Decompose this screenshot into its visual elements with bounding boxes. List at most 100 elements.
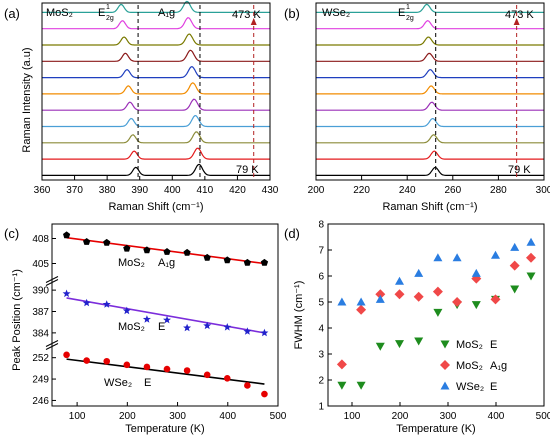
panel-a-label: (a) xyxy=(4,6,20,21)
legend-label: WSe₂ xyxy=(456,381,484,393)
panel-c-frame xyxy=(51,223,279,407)
data-point xyxy=(223,323,232,331)
data-point xyxy=(452,253,462,262)
panel-b: (b) WSe₂ E 1 2g 473 K 79 K 200 220 240 260 2… xyxy=(284,2,550,213)
panel-c-label: (c) xyxy=(4,226,19,241)
data-point xyxy=(183,248,191,256)
axis-break xyxy=(45,340,59,347)
y-tick-label: 246 xyxy=(32,396,49,407)
data-point xyxy=(102,300,111,308)
spectrum-473K xyxy=(42,0,270,13)
legend-label: MoS₂ xyxy=(456,339,483,351)
panel-a-e2g-sup: 1 xyxy=(106,4,110,11)
y-tick-label: 384 xyxy=(32,328,49,339)
y-tick-label: 387 xyxy=(32,307,49,318)
panel-b-spectra xyxy=(316,3,544,180)
data-point xyxy=(337,297,347,306)
data-point xyxy=(243,327,252,335)
data-point xyxy=(63,351,70,359)
data-point xyxy=(82,298,91,307)
panel-b-e2g-sup: 1 xyxy=(406,4,410,11)
series-sub: E xyxy=(158,321,165,333)
data-point xyxy=(337,381,347,390)
series-label: WSe₂ xyxy=(104,377,132,389)
panel-b-x-axis: 200 220 240 260 280 300 xyxy=(308,176,550,196)
panel-b-e2g-sub: 2g xyxy=(406,15,414,22)
data-point xyxy=(244,382,251,389)
spectrum-399K xyxy=(316,36,544,46)
data-point xyxy=(243,258,251,266)
data-point xyxy=(63,231,71,239)
x-tick-label: 400 xyxy=(488,411,505,422)
data-point xyxy=(394,289,405,300)
x-tick-label: 430 xyxy=(262,185,279,196)
x-tick-label: 420 xyxy=(229,185,246,196)
axis-break xyxy=(45,343,59,350)
data-point xyxy=(433,253,443,262)
data-point xyxy=(433,308,443,317)
data-point xyxy=(261,390,268,398)
x-tick-label: 410 xyxy=(197,185,214,196)
panel-c-ylabel: Peak Position (cm⁻¹) xyxy=(11,269,23,371)
data-point xyxy=(414,268,424,277)
spectrum-79K xyxy=(42,163,270,176)
panel-b-label: (b) xyxy=(284,6,300,21)
spectrum-159K xyxy=(316,134,544,144)
data-point xyxy=(62,289,71,298)
data-point xyxy=(203,253,211,261)
data-point xyxy=(203,371,211,379)
data-point xyxy=(471,268,481,277)
data-point xyxy=(395,340,404,349)
data-point xyxy=(526,272,536,281)
data-point xyxy=(163,315,171,324)
y-tick-label: 390 xyxy=(32,286,49,297)
panel-b-temp-low: 79 K xyxy=(508,164,531,176)
y-tick-label: 4 xyxy=(318,324,324,335)
panel-a-peak-label-e2g: E 1 2g xyxy=(98,4,114,22)
x-tick-label: 390 xyxy=(131,185,148,196)
panel-b-xlabel: Raman Shift (cm⁻¹) xyxy=(382,201,477,213)
data-point xyxy=(163,365,171,373)
data-point xyxy=(123,244,131,252)
panel-a: (a) Raman Intensity (a.u) MoS₂ E 1 2g A₁… xyxy=(4,0,279,213)
panel-a-spectra xyxy=(42,0,270,180)
data-point xyxy=(83,238,91,245)
series-sub: E xyxy=(144,377,151,389)
data-point xyxy=(103,357,111,365)
x-tick-label: 220 xyxy=(353,185,370,196)
series-label: MoS₂ xyxy=(118,257,145,269)
temperature-arrow xyxy=(250,18,257,25)
y-tick-label: 5 xyxy=(318,298,324,309)
panel-d-axes: 1 2 3 4 5 6 7 8 100 200 300 400 500 xyxy=(318,220,550,423)
data-point xyxy=(413,291,424,302)
panel-a-frame xyxy=(41,2,271,181)
data-point xyxy=(356,297,366,306)
data-point xyxy=(163,248,171,255)
data-point xyxy=(375,294,385,303)
x-tick-label: 400 xyxy=(164,185,181,196)
spectrum-159K xyxy=(42,131,270,144)
x-tick-label: 370 xyxy=(66,185,83,196)
data-point xyxy=(123,361,131,369)
data-point xyxy=(375,342,385,351)
panel-b-material: WSe₂ xyxy=(322,7,350,19)
legend-label: MoS₂ xyxy=(456,360,483,372)
x-tick-label: 200 xyxy=(119,411,136,422)
panel-c-plot: MoS₂ A₁g MoS₂ E WSe₂ E xyxy=(62,231,269,398)
legend-marker xyxy=(440,360,450,370)
spectrum-359K xyxy=(316,52,544,62)
x-tick-label: 500 xyxy=(536,411,550,422)
x-tick-label: 300 xyxy=(536,185,550,196)
data-point xyxy=(356,381,366,390)
panel-a-peak-label-a1g: A₁g xyxy=(158,7,175,19)
panel-c-xlabel: Temperature (K) xyxy=(125,423,204,435)
panel-d-ylabel: FWHM (cm⁻¹) xyxy=(293,281,305,350)
data-point xyxy=(471,301,481,310)
data-point xyxy=(490,294,501,305)
panel-c-x-axis: 405 408 384 387 390 246 249 252 100 200 300 400 500 xyxy=(32,234,286,422)
data-point xyxy=(83,357,90,364)
legend-marker xyxy=(440,340,450,349)
spectrum-439K xyxy=(316,20,544,30)
x-tick-label: 360 xyxy=(34,185,51,196)
